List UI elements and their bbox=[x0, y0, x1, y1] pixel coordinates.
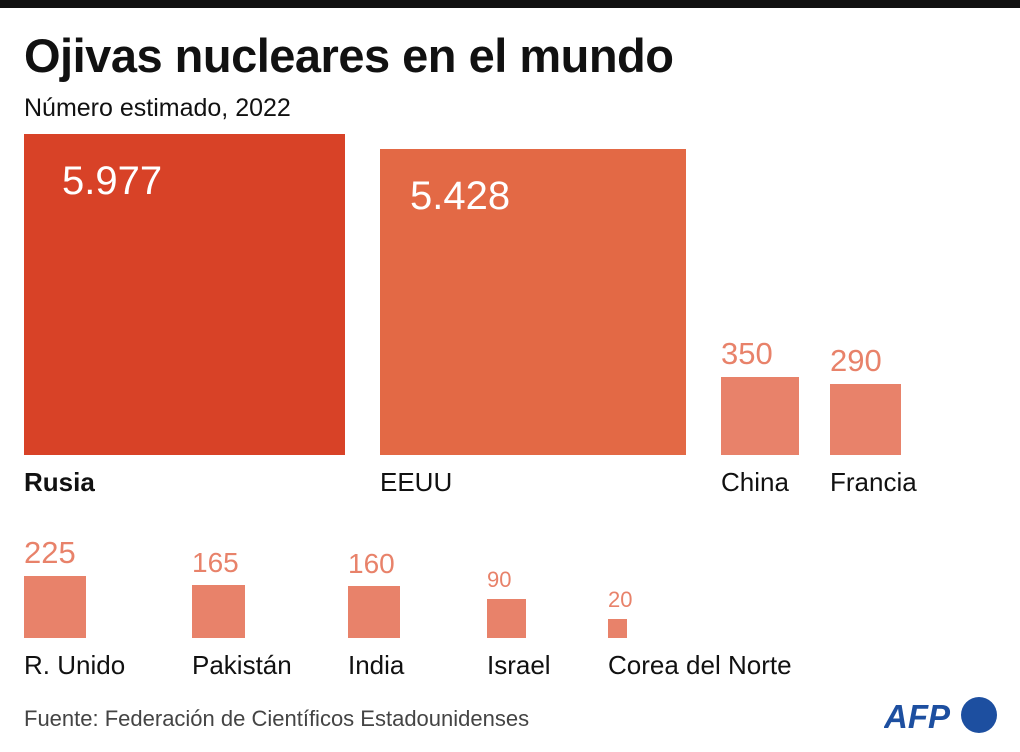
square-4 bbox=[24, 576, 86, 638]
category-label: Pakistán bbox=[192, 650, 292, 680]
value-label: 90 bbox=[487, 567, 512, 592]
category-label: Corea del Norte bbox=[608, 650, 792, 680]
square-7 bbox=[487, 599, 526, 638]
value-label: 350 bbox=[721, 336, 773, 371]
value-label: 20 bbox=[608, 587, 633, 612]
square-8 bbox=[608, 619, 627, 638]
value-label: 5.428 bbox=[410, 174, 511, 218]
svg-text:AFP: AFP bbox=[884, 698, 951, 735]
value-label: 290 bbox=[830, 343, 882, 378]
category-label: Rusia bbox=[24, 467, 95, 497]
category-label: India bbox=[348, 650, 405, 680]
category-label: Israel bbox=[487, 650, 551, 680]
value-label: 5.977 bbox=[62, 159, 163, 203]
top-rule bbox=[0, 0, 1020, 8]
value-label: 160 bbox=[348, 548, 395, 579]
category-label: EEUU bbox=[380, 467, 453, 497]
square-0 bbox=[24, 134, 345, 455]
source-note: Fuente: Federación de Científicos Estado… bbox=[24, 706, 530, 731]
square-6 bbox=[348, 586, 400, 638]
square-2 bbox=[721, 377, 799, 455]
square-3 bbox=[830, 384, 901, 455]
category-label: R. Unido bbox=[24, 650, 126, 680]
category-label: Francia bbox=[830, 467, 917, 497]
chart-subtitle: Número estimado, 2022 bbox=[24, 94, 291, 122]
square-1 bbox=[380, 149, 686, 455]
chart-title: Ojivas nucleares en el mundo bbox=[24, 29, 674, 82]
value-label: 165 bbox=[192, 547, 239, 578]
square-5 bbox=[192, 585, 245, 638]
afp-logo: AFP bbox=[883, 697, 1000, 742]
category-label: China bbox=[721, 467, 789, 497]
value-label: 225 bbox=[24, 535, 76, 570]
